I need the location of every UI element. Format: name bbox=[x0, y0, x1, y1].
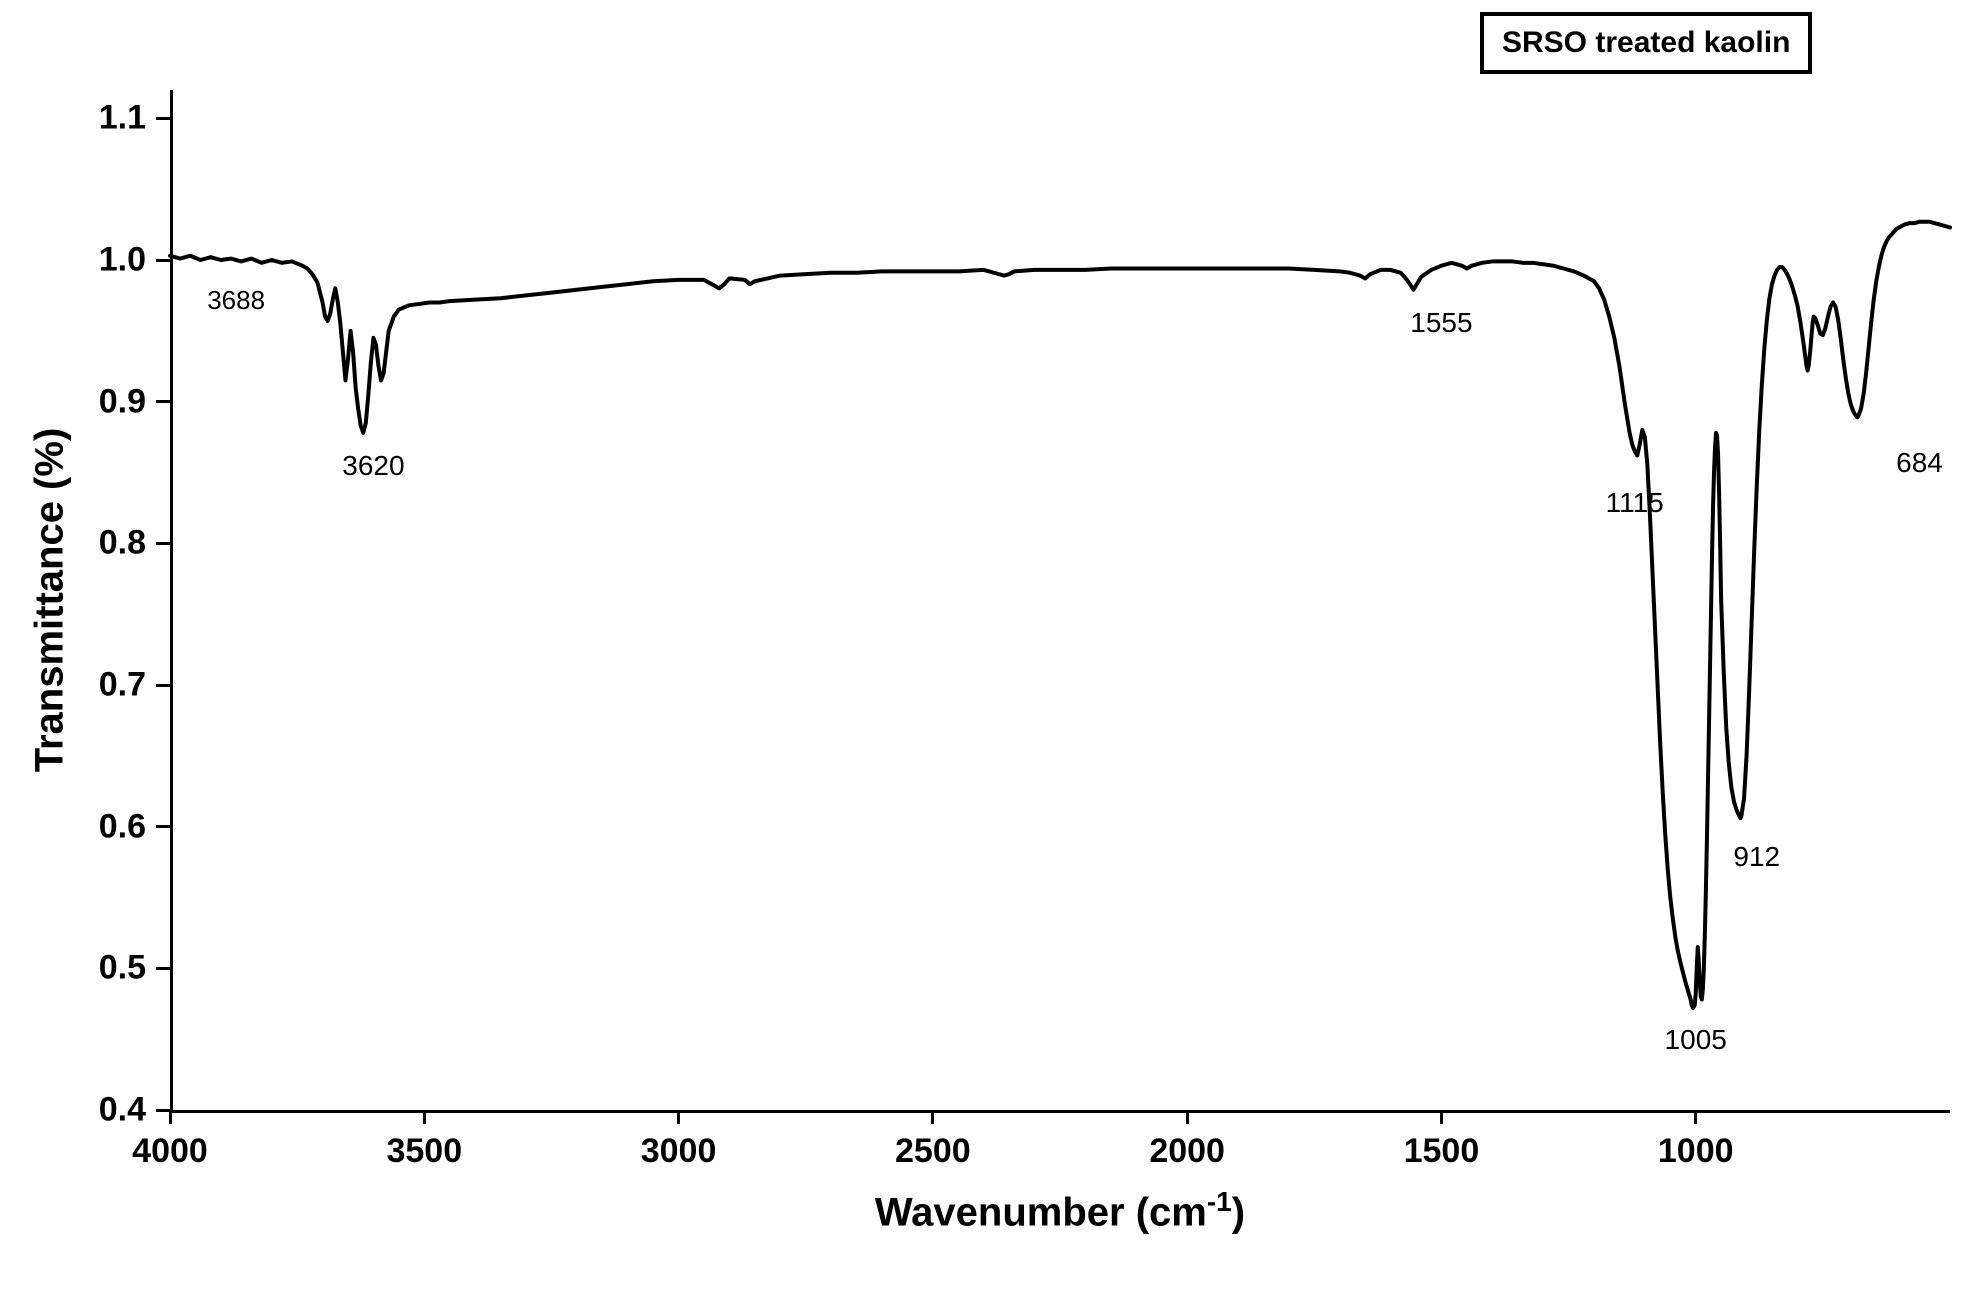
spectrum-line bbox=[0, 0, 1988, 1298]
peak-label: 1005 bbox=[1665, 1024, 1727, 1056]
peak-label: 1555 bbox=[1410, 307, 1472, 339]
peak-label: 684 bbox=[1896, 447, 1943, 479]
peak-label: 3620 bbox=[342, 450, 404, 482]
peak-label: 1115 bbox=[1606, 487, 1664, 519]
figure: SRSO treated kaolin 40003500300025002000… bbox=[0, 0, 1988, 1298]
peak-label: 3688 bbox=[207, 285, 265, 316]
peak-label: 912 bbox=[1733, 841, 1780, 873]
